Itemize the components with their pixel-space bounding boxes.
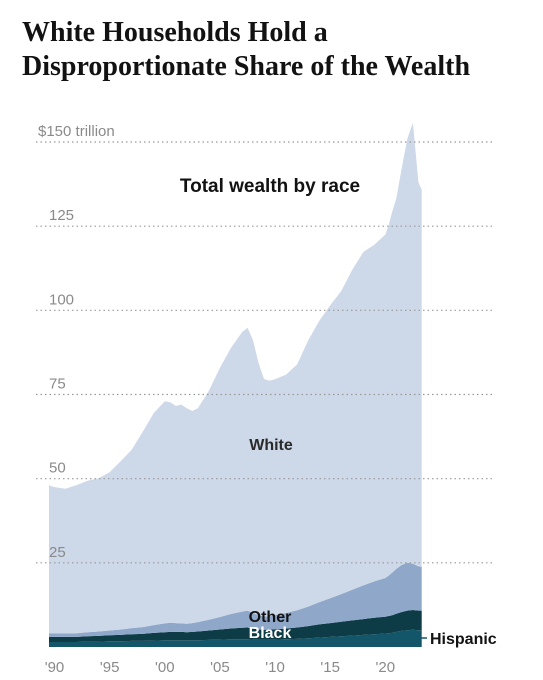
x-tick-label: '05 [210,659,230,676]
y-tick-label: 25 [49,544,66,561]
y-axis-ticks: $150 trillion 125 100 75 50 25 [38,123,115,561]
x-tick-label: '95 [100,659,120,676]
series-label-white: White [249,437,293,454]
y-tick-label: 50 [49,460,66,477]
page-title: White Households Hold a Disproportionate… [22,17,471,82]
y-tick-label: 125 [49,207,74,224]
area-other [49,562,422,637]
y-tick-label: 75 [49,376,66,393]
series-label-black: Black [249,625,292,642]
area-hispanic [49,629,422,647]
x-tick-label: '15 [320,659,340,676]
area-black [49,610,422,642]
x-tick-label: '20 [376,659,396,676]
chart-title: Total wealth by race [180,176,360,197]
series-label-other: Other [249,609,292,626]
x-tick-label: '10 [265,659,285,676]
y-tick-label: 100 [49,291,74,308]
stacked-areas [49,122,422,647]
y-tick-label: $150 trillion [38,123,115,140]
area-white [49,122,422,634]
series-label-hispanic: Hispanic [430,631,497,648]
x-axis-ticks: '90 '95 '00 '05 '10 '15 '20 [45,659,395,676]
x-tick-label: '90 [45,659,65,676]
x-tick-label: '00 [155,659,175,676]
